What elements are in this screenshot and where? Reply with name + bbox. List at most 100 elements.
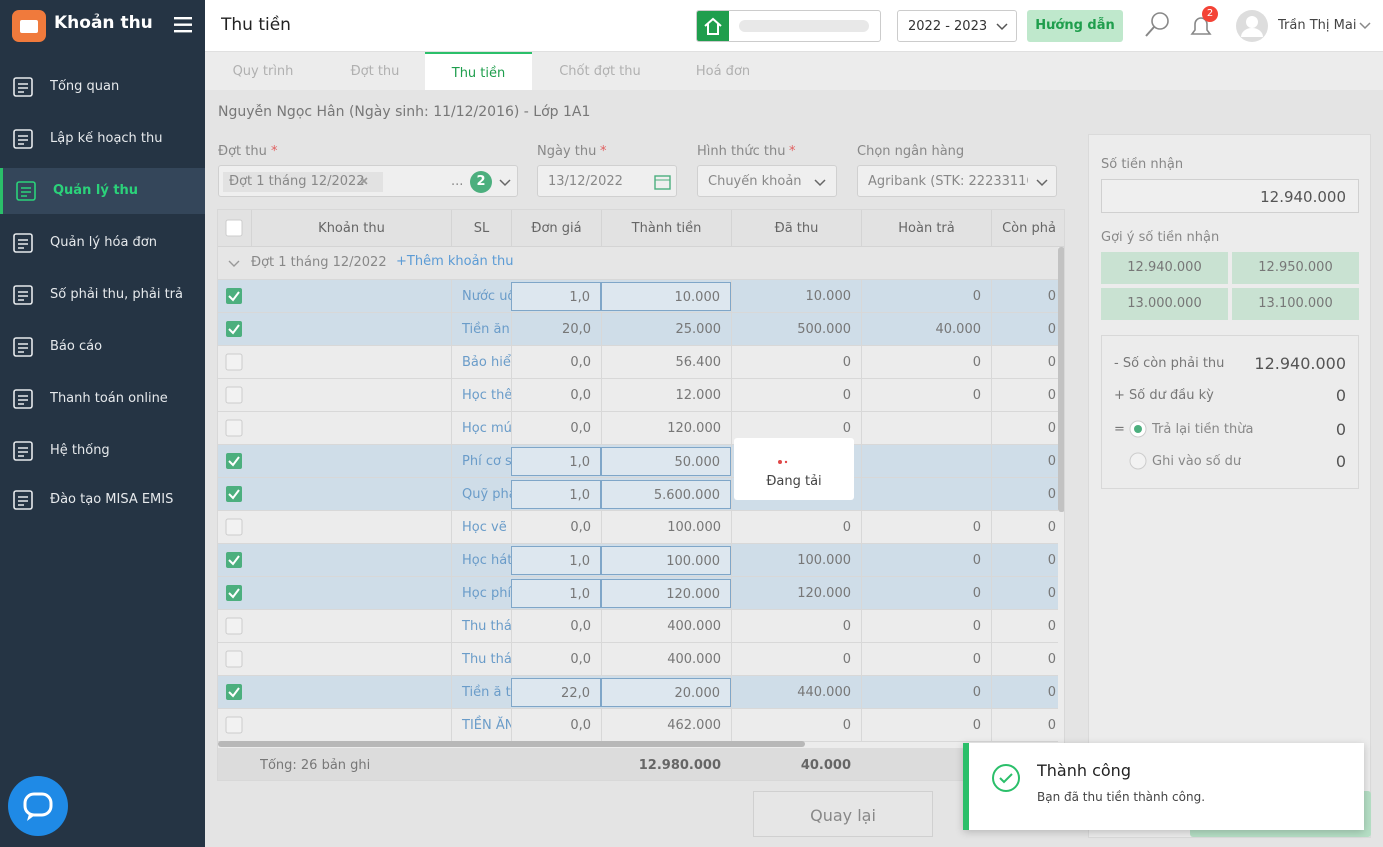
item-name[interactable]: Thu tháng 101 (Tháng) (451, 643, 511, 675)
tab[interactable]: Chốt đợt thu (559, 64, 641, 79)
field-label: Chọn ngân hàng (857, 144, 965, 159)
cell: 440.000 (731, 676, 861, 708)
menu-item[interactable]: Quản lý hóa đơn (0, 220, 205, 266)
add-item[interactable]: +Thêm khoản thu (396, 254, 514, 269)
summary-label: - Số còn phải thu (1114, 356, 1225, 371)
menu-label: Quản lý hóa đơn (50, 235, 157, 250)
menu-item[interactable]: Báo cáo (0, 324, 205, 370)
row-checkbox (225, 617, 243, 635)
cell: 100.000 (601, 511, 731, 543)
cell[interactable]: 100.000 (601, 546, 731, 575)
cell[interactable]: 1,0 (511, 579, 601, 608)
guide-button[interactable]: Hướng dẫn (1027, 10, 1123, 42)
menu-label: Lập kế hoạch thu (50, 131, 163, 146)
option-label[interactable]: Trả lại tiền thừa (1152, 422, 1254, 437)
blurred-school (739, 20, 869, 32)
bell-icon[interactable] (1186, 12, 1216, 42)
menu-item[interactable]: Sổ phải thu, phải trả (0, 272, 205, 318)
column-header: Thành tiền (601, 210, 731, 247)
school-select[interactable] (696, 10, 881, 42)
row-checkbox (225, 716, 243, 734)
item-name[interactable]: Học múa (Tháng) (451, 412, 511, 444)
tab[interactable]: Thu tiền (425, 52, 532, 90)
cell[interactable]: 50.000 (601, 447, 731, 476)
menu-icon (13, 77, 33, 97)
menu-item[interactable]: Tổng quan (0, 64, 205, 110)
notification-badge: 2 (1202, 6, 1218, 22)
date-input[interactable]: 13/12/2022 (537, 165, 677, 197)
row-checkbox (225, 353, 243, 371)
cell[interactable]: 120.000 (601, 579, 731, 608)
cell: 0 (991, 478, 1058, 510)
menu-item[interactable]: Lập kế hoạch thu (0, 116, 205, 162)
tab[interactable]: Đợt thu (350, 64, 400, 79)
footer-amount: 12.980.000 (638, 758, 721, 773)
cell: 0 (731, 412, 861, 444)
search-icon[interactable] (1142, 10, 1172, 40)
item-name[interactable]: Tiền ăn bán trú (Ngày) (451, 313, 511, 345)
tab[interactable]: Hoá đơn (695, 64, 751, 79)
item-name[interactable]: Học phí 2 buổi (Tháng) (451, 577, 511, 609)
year-select[interactable]: 2022 - 2023 (897, 10, 1017, 42)
row-checkbox (225, 650, 243, 668)
period-select[interactable]: Đợt 1 tháng 12/2022... 2 (218, 165, 518, 197)
home-icon (697, 11, 729, 41)
tab[interactable]: Quy trình (232, 64, 294, 79)
item-name[interactable]: Học thêm tiếng anh (Tiết) (451, 379, 511, 411)
toast-title: Thành công (1037, 761, 1131, 780)
item-name[interactable]: Phí cơ sở vật chất (Tháng) (451, 445, 511, 477)
cell[interactable]: 1,0 (511, 447, 601, 476)
loading: Đang tải (734, 438, 854, 500)
suggestion[interactable]: 12.950.000 (1232, 252, 1359, 284)
menu-item[interactable]: Hệ thống (0, 428, 205, 474)
item-name[interactable]: Quỹ phát triển trường (Thá... (451, 478, 511, 510)
suggestion[interactable]: 12.940.000 (1101, 252, 1228, 284)
cell: 120.000 (601, 412, 731, 444)
cell[interactable]: 1,0 (511, 282, 601, 311)
suggest-label: Gợi ý số tiền nhận (1101, 230, 1220, 245)
cell: 120.000 (731, 577, 861, 609)
menu-label: Báo cáo (50, 339, 103, 354)
cell[interactable]: 22,0 (511, 678, 601, 707)
chat-button[interactable] (7, 775, 69, 837)
item-name[interactable]: Học hát (Tháng) (451, 544, 511, 576)
menu-toggle[interactable] (174, 16, 194, 34)
menu-item[interactable]: Đào tạo MISA EMIS (0, 477, 205, 523)
item-name[interactable]: Tiền ă test (Ngày) (451, 676, 511, 708)
option-label[interactable]: Ghi vào số dư (1152, 454, 1242, 469)
item-name[interactable]: Thu tháng 10 (Tháng) (451, 610, 511, 642)
cell[interactable]: 1,0 (511, 480, 601, 509)
item-name[interactable]: Bảo hiểm y tế (Tháng) (451, 346, 511, 378)
method-select[interactable]: Chuyển khoản (697, 165, 837, 197)
item-name[interactable]: Nước uống (Tháng) (451, 280, 511, 312)
option-value: 0 (1335, 420, 1346, 439)
cell: 462.000 (601, 709, 731, 741)
item-name[interactable]: Học vẽ (Tháng) (451, 511, 511, 543)
date-value: 13/12/2022 (548, 174, 623, 189)
cell[interactable]: 10.000 (601, 282, 731, 311)
logo (12, 10, 46, 42)
menu-item[interactable]: Thanh toán online (0, 376, 205, 422)
cell: 0 (861, 643, 991, 675)
item-name[interactable]: TIỀN ĂN TRƯA BÁN TRÚ (Th... (451, 709, 511, 741)
row-checkbox (225, 386, 243, 404)
back-button[interactable]: Quay lại (753, 791, 933, 837)
header-row (218, 210, 1064, 247)
avatar[interactable] (1235, 9, 1269, 43)
received-input[interactable]: 12.940.000 (1101, 179, 1359, 213)
menu-label: Đào tạo MISA EMIS (50, 492, 174, 507)
cell[interactable]: 5.600.000 (601, 480, 731, 509)
user-name[interactable]: Trần Thị Mai (1278, 18, 1357, 33)
cell[interactable]: 20.000 (601, 678, 731, 707)
cell: 400.000 (601, 643, 731, 675)
footer-row (218, 748, 1064, 780)
table-row: Tiền ăn bán trú (Ngày)20,025.000500.0004… (218, 313, 1058, 346)
suggestion[interactable]: 13.000.000 (1101, 288, 1228, 320)
bank-select[interactable]: Agribank (STK: 222331165 (857, 165, 1057, 197)
cell: 0,0 (511, 610, 601, 642)
suggestion[interactable]: 13.100.000 (1232, 288, 1359, 320)
menu-item[interactable]: Quản lý thu (0, 168, 205, 214)
cell[interactable]: 1,0 (511, 546, 601, 575)
